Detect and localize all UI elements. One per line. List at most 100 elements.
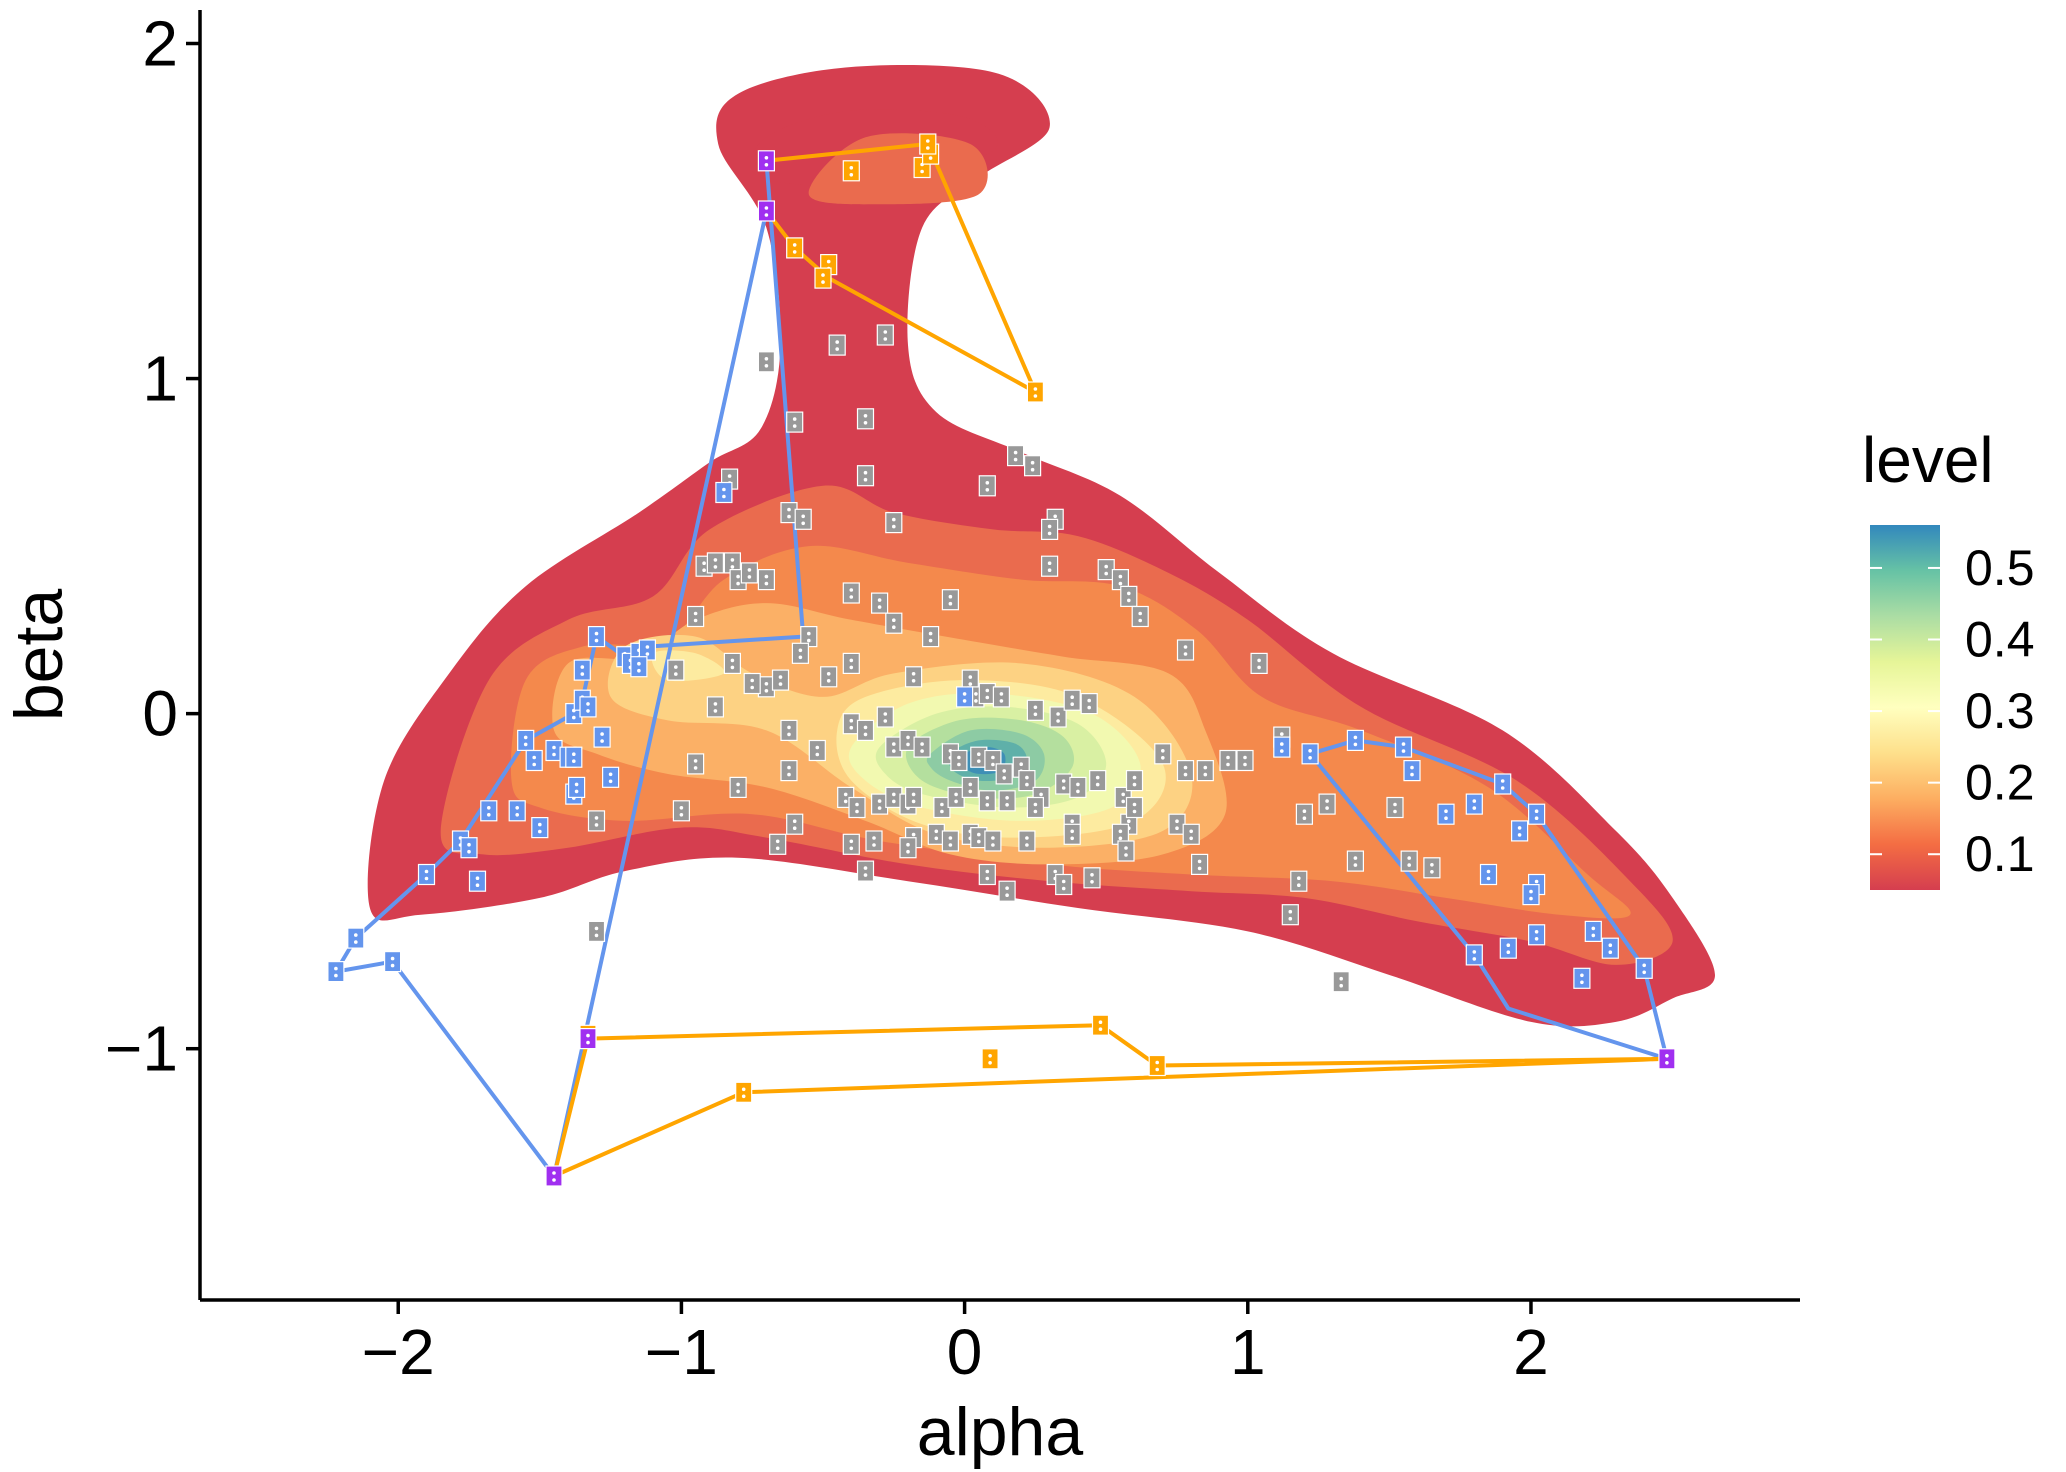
data-point-marker (981, 1048, 999, 1070)
data-point-dot (920, 169, 924, 174)
data-point-marker (630, 656, 648, 678)
data-point-dot (730, 665, 735, 670)
data-point-dot (863, 477, 868, 482)
data-point-marker (1182, 823, 1200, 845)
data-point-dot (968, 682, 973, 686)
data-point-dot (390, 956, 395, 961)
data-point-dot (849, 665, 854, 670)
data-point-dot (1033, 802, 1038, 807)
data-point-marker (1055, 873, 1073, 896)
data-point-marker (978, 790, 996, 812)
data-point-dot (594, 638, 599, 643)
data-point-marker (1499, 937, 1517, 959)
data-point (1196, 759, 1214, 782)
data-point-dot (741, 1094, 746, 1099)
data-point-dot (354, 933, 358, 937)
data-point-dot (877, 598, 882, 602)
data-point-marker (1386, 796, 1404, 819)
data-point-dot (764, 364, 769, 368)
data-point-dot (1591, 926, 1596, 931)
data-point-marker (1219, 749, 1237, 772)
data-point-dot (1053, 869, 1057, 874)
data-point-dot (1132, 809, 1137, 814)
data-point (579, 1027, 597, 1050)
data-point (848, 796, 866, 819)
data-point (899, 837, 917, 859)
data-point-dot (736, 782, 740, 787)
data-point-dot (1098, 1027, 1103, 1031)
data-point-dot (906, 735, 910, 740)
data-point-dot (1118, 574, 1123, 579)
data-point-dot (1226, 762, 1230, 767)
data-point (347, 927, 365, 949)
data-point-dot (1047, 568, 1052, 572)
data-point (1148, 1054, 1166, 1077)
data-point-marker (780, 719, 798, 742)
data-point-dot (792, 250, 797, 254)
data-point-marker (1196, 759, 1214, 782)
x-tick-label: −2 (362, 1316, 435, 1388)
data-point-marker (1423, 857, 1441, 879)
data-point-dot (1500, 786, 1505, 790)
data-point-marker (1573, 967, 1591, 989)
data-point-marker (587, 625, 606, 648)
data-point-marker (1290, 870, 1308, 892)
data-point-marker (667, 659, 685, 681)
data-point-dot (594, 926, 599, 931)
data-point-dot (1288, 909, 1293, 914)
data-point-dot (1070, 819, 1074, 823)
data-point-marker (865, 830, 883, 852)
data-point (667, 659, 685, 681)
data-point-dot (532, 755, 536, 760)
data-point-marker (1295, 803, 1314, 825)
data-point-marker (706, 552, 725, 574)
data-point-dot (1506, 950, 1511, 954)
data-point-dot (892, 625, 896, 629)
data-point (1080, 692, 1098, 715)
data-point-dot (792, 424, 797, 428)
data-point (1023, 455, 1042, 477)
data-point-marker (1522, 883, 1540, 906)
data-point-dot (948, 594, 953, 599)
data-point (327, 960, 345, 983)
data-point (1423, 857, 1441, 879)
data-point (593, 726, 611, 748)
data-point-dot (1061, 879, 1066, 884)
data-point (686, 753, 705, 775)
data-point-dot (807, 638, 811, 643)
data-point-marker (567, 776, 586, 799)
data-point (706, 552, 725, 574)
data-point (780, 502, 798, 524)
data-point (791, 642, 810, 664)
data-point-dot (747, 568, 752, 572)
data-point-dot (1155, 1067, 1159, 1072)
data-point-dot (1095, 775, 1100, 780)
data-point-dot (764, 581, 769, 586)
data-point-marker (1131, 605, 1149, 628)
data-point-dot (1047, 524, 1052, 529)
data-point-dot (1472, 950, 1477, 954)
data-point-dot (1025, 775, 1029, 780)
data-point (1301, 743, 1319, 765)
data-point-marker (1091, 1014, 1110, 1036)
y-tick-label: 0 (142, 678, 178, 750)
data-point-marker (1026, 699, 1045, 721)
legend-label: 0.5 (1965, 540, 2035, 596)
data-point-dot (1127, 591, 1131, 596)
data-point-marker (786, 813, 804, 835)
data-point-marker (899, 837, 917, 859)
data-point-dot (424, 876, 429, 881)
data-point-dot (798, 648, 803, 653)
data-point (384, 950, 402, 973)
data-point-marker (1394, 736, 1413, 758)
data-point (978, 863, 996, 886)
data-point (1318, 793, 1336, 815)
data-point (1006, 445, 1025, 467)
data-point-dot (1302, 816, 1307, 820)
data-point (1479, 863, 1498, 886)
data-point-marker (1040, 555, 1059, 577)
data-point-marker (1176, 759, 1195, 782)
data-point-dot (1288, 916, 1293, 921)
data-point-dot (727, 474, 732, 478)
data-point-dot (1121, 799, 1125, 804)
